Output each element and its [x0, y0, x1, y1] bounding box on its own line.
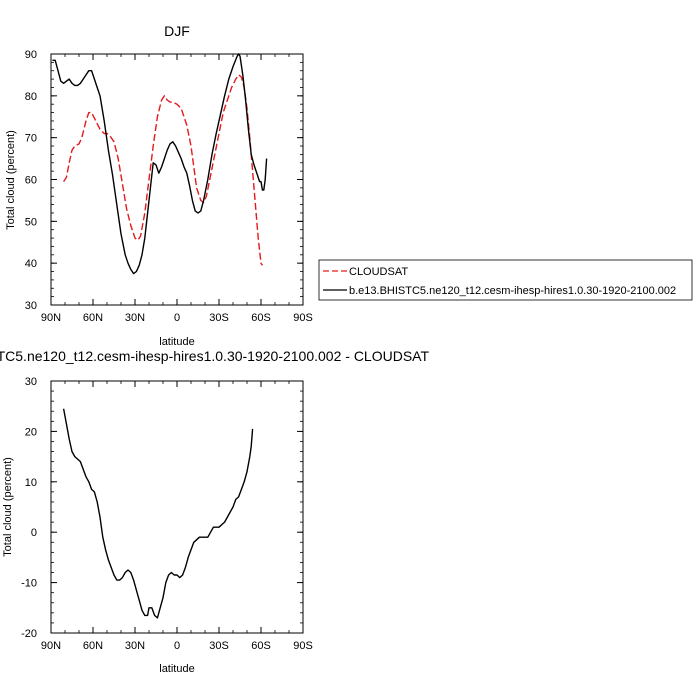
bottom-y-tick-label: -20	[21, 628, 37, 640]
bottom-x-tick-label: 60S	[251, 640, 271, 652]
bottom-x-tick-label: 0	[174, 640, 180, 652]
top-x-tick-label: 30N	[125, 312, 145, 324]
top-y-tick-label: 70	[25, 133, 37, 145]
legend: CLOUDSAT b.e13.BHISTC5.ne120_t12.cesm-ih…	[318, 259, 693, 301]
bottom-y-tick-label: 20	[25, 426, 37, 438]
bottom-x-tick-label: 60N	[83, 640, 103, 652]
top-y-axis-label: Total cloud (percent)	[5, 130, 17, 230]
top-y-tick-label: 50	[25, 216, 37, 228]
bottom-y-tick-label: 10	[25, 477, 37, 489]
top-x-tick-label: 0	[174, 312, 180, 324]
legend-box	[318, 259, 693, 301]
top-x-tick-label: 90S	[293, 312, 313, 324]
legend-label-model: b.e13.BHISTC5.ne120_t12.cesm-ihesp-hires…	[349, 285, 676, 297]
bottom-panel: b.e13.BHISTC5.ne120_t12.cesm-ihesp-hires…	[0, 348, 429, 675]
legend-label-cloudsat: CLOUDSAT	[349, 266, 408, 278]
top-x-tick-label: 60S	[251, 312, 271, 324]
top-y-tick-label: 30	[25, 300, 37, 312]
bottom-x-tick-label: 30S	[209, 640, 229, 652]
top-x-tick-label: 30S	[209, 312, 229, 324]
top-chart-title: DJF	[164, 23, 190, 39]
top-y-tick-label: 80	[25, 91, 37, 103]
top-plot-area: 90N 60N 30N 0 30S 60S 90S 30 40 50 60 70 80 90	[25, 49, 313, 324]
bottom-y-tick-label: -10	[21, 578, 37, 590]
top-y-tick-label: 60	[25, 175, 37, 187]
bottom-y-tick-label: 0	[31, 527, 37, 539]
top-x-tick-label: 60N	[83, 312, 103, 324]
top-y-tick-label: 90	[25, 49, 37, 61]
bottom-y-axis-label: Total cloud (percent)	[2, 457, 14, 557]
top-x-tick-label: 90N	[41, 312, 61, 324]
bottom-plot-frame	[50, 380, 304, 634]
top-series-line-0	[63, 74, 263, 266]
bottom-chart-title: b.e13.BHISTC5.ne120_t12.cesm-ihesp-hires…	[0, 348, 429, 364]
top-series-line-1	[52, 53, 268, 275]
bottom-series-line-0	[62, 408, 254, 619]
bottom-x-tick-label: 30N	[125, 640, 145, 652]
top-panel: DJF 90N 60N 30N 0 30S 60S 90S 30 40 50 60 70 80 90 la…	[5, 23, 313, 348]
bottom-x-tick-label: 90S	[293, 640, 313, 652]
bottom-x-tick-label: 90N	[41, 640, 61, 652]
top-x-axis-label: latitude	[159, 336, 194, 348]
bottom-y-tick-label: 30	[25, 376, 37, 388]
top-y-tick-label: 40	[25, 258, 37, 270]
bottom-plot-area: 90N 60N 30N 0 30S 60S 90S -20 -10 0 10 20 30	[21, 376, 313, 652]
bottom-x-axis-label: latitude	[159, 663, 194, 675]
top-plot-frame	[50, 53, 304, 306]
